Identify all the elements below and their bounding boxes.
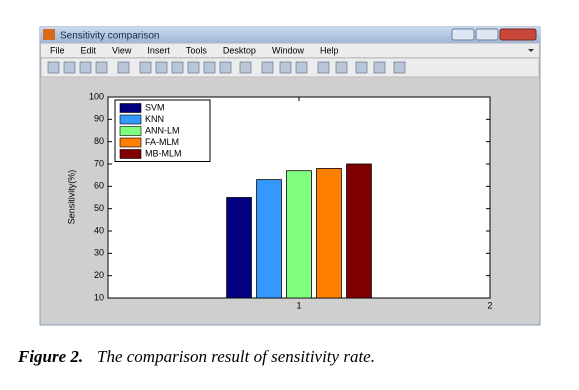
menu-item[interactable]: Edit xyxy=(81,45,97,55)
menu-item[interactable]: Help xyxy=(320,45,339,55)
x-tick-label: 2 xyxy=(487,300,492,310)
legend-swatch xyxy=(119,137,142,148)
y-tick-label: 100 xyxy=(89,91,104,101)
menu-item[interactable]: Desktop xyxy=(223,45,256,55)
tool-icon[interactable] xyxy=(187,61,200,74)
tool-icon[interactable] xyxy=(219,61,232,74)
bar xyxy=(226,197,252,299)
y-tick-label: 10 xyxy=(94,292,104,302)
tool-icon[interactable] xyxy=(47,61,60,74)
bar xyxy=(316,168,342,299)
app-icon xyxy=(43,29,55,40)
window-title: Sensitivity comparison xyxy=(60,31,159,42)
y-tick-label: 20 xyxy=(94,270,104,280)
menu-item[interactable]: Window xyxy=(272,45,305,55)
tool-icon[interactable] xyxy=(317,61,330,74)
y-axis-label: Sensitivity(%) xyxy=(66,170,76,225)
maximize-button[interactable] xyxy=(475,28,499,41)
close-button[interactable] xyxy=(499,28,537,41)
title-bar xyxy=(40,27,540,43)
legend-swatch xyxy=(119,114,142,125)
y-tick-label: 80 xyxy=(94,136,104,146)
menu: File Edit View Insert Tools Desktop Window Help xyxy=(50,45,338,55)
legend-label: FA-MLM xyxy=(145,137,179,147)
tool-icon[interactable] xyxy=(155,61,168,74)
minimize-button[interactable] xyxy=(451,28,475,41)
bar xyxy=(346,163,372,299)
bar xyxy=(256,179,282,299)
tool-icon[interactable] xyxy=(139,61,152,74)
menu-item[interactable]: Tools xyxy=(186,45,208,55)
y-tick-label: 90 xyxy=(94,114,104,124)
legend-swatch xyxy=(119,149,142,159)
legend-swatch xyxy=(119,126,142,136)
legend-label: SVM xyxy=(145,102,165,112)
tool-icon[interactable] xyxy=(171,61,184,74)
tool-icon[interactable] xyxy=(203,61,216,74)
tool-icon[interactable] xyxy=(79,61,92,74)
legend-label: KNN xyxy=(145,114,164,124)
tool-icon[interactable] xyxy=(239,61,252,74)
y-tick-label: 50 xyxy=(94,203,104,213)
y-tick-label: 30 xyxy=(94,248,104,258)
x-tick-label: 1 xyxy=(296,300,301,310)
y-tick-label: 40 xyxy=(94,225,104,235)
legend-label: ANN-LM xyxy=(145,125,180,135)
bar xyxy=(286,170,312,299)
tool-icon[interactable] xyxy=(63,61,76,74)
y-tick-label: 70 xyxy=(94,158,104,168)
tool-icon[interactable] xyxy=(95,61,108,74)
legend-label: MB-MLM xyxy=(145,148,182,158)
tool-icon[interactable] xyxy=(295,61,308,74)
menu-item[interactable]: Insert xyxy=(147,45,170,55)
tool-icon[interactable] xyxy=(279,61,292,74)
menu-item[interactable]: View xyxy=(112,45,132,55)
tool-icon[interactable] xyxy=(335,61,348,74)
y-tick-label: 60 xyxy=(94,181,104,191)
menu-bar xyxy=(41,44,539,57)
tool-icon[interactable] xyxy=(373,61,386,74)
tool-icon[interactable] xyxy=(355,61,368,74)
caption-label: Figure 2. xyxy=(17,347,83,366)
menu-arrow xyxy=(528,49,534,52)
tool-icon[interactable] xyxy=(261,61,274,74)
toolbar-icons xyxy=(47,61,406,74)
tool-icon[interactable] xyxy=(117,61,130,74)
menu-item[interactable]: File xyxy=(50,45,65,55)
tool-icon[interactable] xyxy=(393,61,406,74)
legend-swatch xyxy=(119,103,142,113)
caption-text: The comparison result of sensitivity rat… xyxy=(97,347,375,366)
